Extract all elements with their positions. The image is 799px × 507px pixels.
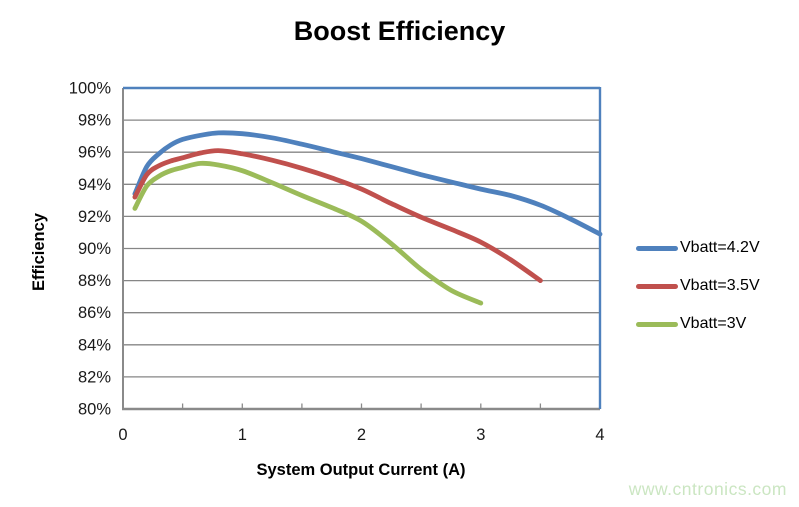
y-tick-label-92: 92%: [78, 208, 111, 226]
curve-Vbatt=3V: [132, 160, 484, 306]
series-curves-group: [132, 130, 603, 306]
legend-label: Vbatt=4.2V: [680, 239, 760, 256]
y-tick-label-86: 86%: [78, 304, 111, 322]
watermark: www.cntronics.com: [628, 479, 787, 499]
legend-item-1: Vbatt=3.5V: [636, 267, 760, 305]
y-tick-label-90: 90%: [78, 240, 111, 258]
y-tick-label-82: 82%: [78, 368, 111, 386]
legend-line-swatch: [636, 283, 678, 289]
x-tick-label-1: 1: [238, 426, 247, 444]
y-tick-label-96: 96%: [78, 144, 111, 162]
legend-line-swatch: [636, 321, 678, 327]
legend-label: Vbatt=3V: [680, 315, 747, 332]
gridlines-group: [123, 119, 600, 378]
y-axis-tick-labels: 100% 98% 96% 94% 92% 90% 88% 86% 84% 82% 80%: [69, 80, 112, 419]
x-axis-tick-labels: 0 1 2 3 4: [118, 426, 604, 444]
x-tick-label-3: 3: [476, 426, 485, 444]
y-axis-title: Efficiency: [30, 212, 48, 291]
legend-item-0: Vbatt=4.2V: [636, 229, 760, 267]
x-tick-label-0: 0: [118, 426, 127, 444]
legend-item-2: Vbatt=3V: [636, 305, 760, 343]
y-tick-label-84: 84%: [78, 336, 111, 354]
y-tick-label-98: 98%: [78, 112, 111, 130]
legend-line-swatch: [636, 245, 678, 251]
y-tick-label-80: 80%: [78, 401, 111, 419]
curve-Vbatt=4.2V: [132, 130, 603, 237]
chart-title: Boost Efficiency: [293, 16, 506, 46]
y-tick-label-88: 88%: [78, 272, 111, 290]
y-tick-label-94: 94%: [78, 176, 111, 194]
x-tick-label-4: 4: [595, 426, 604, 444]
x-tick-label-2: 2: [357, 426, 366, 444]
legend: Vbatt=4.2V Vbatt=3.5V Vbatt=3V: [636, 229, 760, 343]
plot-borders-group: [122, 86, 602, 411]
legend-label: Vbatt=3.5V: [680, 277, 760, 294]
x-axis-title: System Output Current (A): [256, 461, 465, 479]
y-tick-label-100: 100%: [69, 80, 112, 98]
curve-Vbatt=3.5V: [132, 148, 543, 283]
